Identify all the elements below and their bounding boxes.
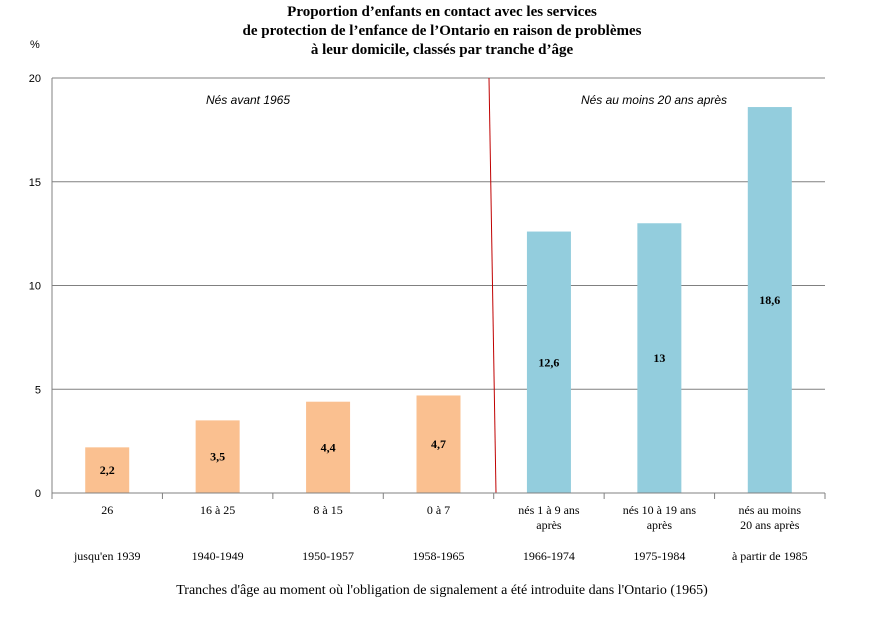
y-axis-unit: % — [30, 39, 40, 51]
grid-lines — [52, 77, 825, 390]
y-tick-label: 15 — [29, 177, 41, 189]
y-tick-label: 0 — [35, 488, 41, 500]
title-line-2: de protection de l’enfance de l’Ontario … — [243, 23, 642, 39]
category-label-line-2: 20 ans après — [740, 518, 800, 532]
bar — [526, 231, 571, 494]
bar — [85, 447, 130, 493]
bar-value-label: 2,2 — [100, 463, 115, 477]
title-line-3: à leur domicile, classés par tranche d’â… — [311, 42, 574, 58]
period-divider-line — [488, 77, 497, 494]
category-period-label: à partir de 1985 — [732, 549, 808, 563]
bar — [747, 107, 792, 494]
category-period-label: 1966-1974 — [523, 549, 575, 563]
x-axis-label: Tranches d'âge au moment où l'obligation… — [176, 583, 708, 598]
category-period-label: 1940-1949 — [192, 549, 244, 563]
bars — [85, 107, 792, 494]
category-label: nés 10 à 19 ans — [623, 503, 697, 517]
category-label: nés 1 à 9 ans — [518, 503, 580, 517]
category-period-label: jusqu'en 1939 — [73, 549, 141, 563]
y-tick-labels: 0 5 10 15 20 — [29, 73, 41, 500]
category-labels: 26 jusqu'en 1939 16 à 25 1940-1949 8 à 15 195… — [73, 503, 808, 563]
y-tick-label: 20 — [29, 73, 41, 85]
bar-value-label: 12,6 — [538, 355, 559, 369]
annotation-after: Nés au moins 20 ans après — [581, 93, 727, 107]
title-line-1: Proportion d’enfants en contact avec les… — [287, 4, 597, 20]
bar — [195, 420, 240, 493]
annotation-before: Nés avant 1965 — [206, 93, 290, 107]
bar-value-label: 18,6 — [759, 293, 780, 307]
category-label: nés au moins — [738, 503, 801, 517]
category-label: 26 — [101, 503, 113, 517]
x-axis — [51, 78, 826, 499]
y-tick-label: 5 — [35, 384, 41, 396]
category-period-label: 1975-1984 — [633, 549, 685, 563]
bar — [306, 401, 351, 493]
category-period-label: 1950-1957 — [302, 549, 354, 563]
category-label: 8 à 15 — [313, 503, 342, 517]
category-label: 0 à 7 — [427, 503, 450, 517]
bar-value-label: 4,4 — [321, 440, 336, 454]
chart-title: Proportion d’enfants en contact avec les… — [243, 4, 642, 58]
y-tick-label: 10 — [29, 281, 41, 293]
bar — [637, 223, 682, 493]
bar-value-label: 4,7 — [431, 437, 446, 451]
category-period-label: 1958-1965 — [413, 549, 465, 563]
category-label-line-2: après — [647, 518, 673, 532]
category-label: 16 à 25 — [200, 503, 235, 517]
bar-value-labels: 2,2 3,5 4,4 4,7 12,6 13 18,6 — [100, 293, 781, 477]
category-label-line-2: après — [536, 518, 562, 532]
bar-value-label: 13 — [653, 351, 665, 365]
bar — [416, 395, 461, 493]
bar-value-label: 3,5 — [210, 450, 225, 464]
